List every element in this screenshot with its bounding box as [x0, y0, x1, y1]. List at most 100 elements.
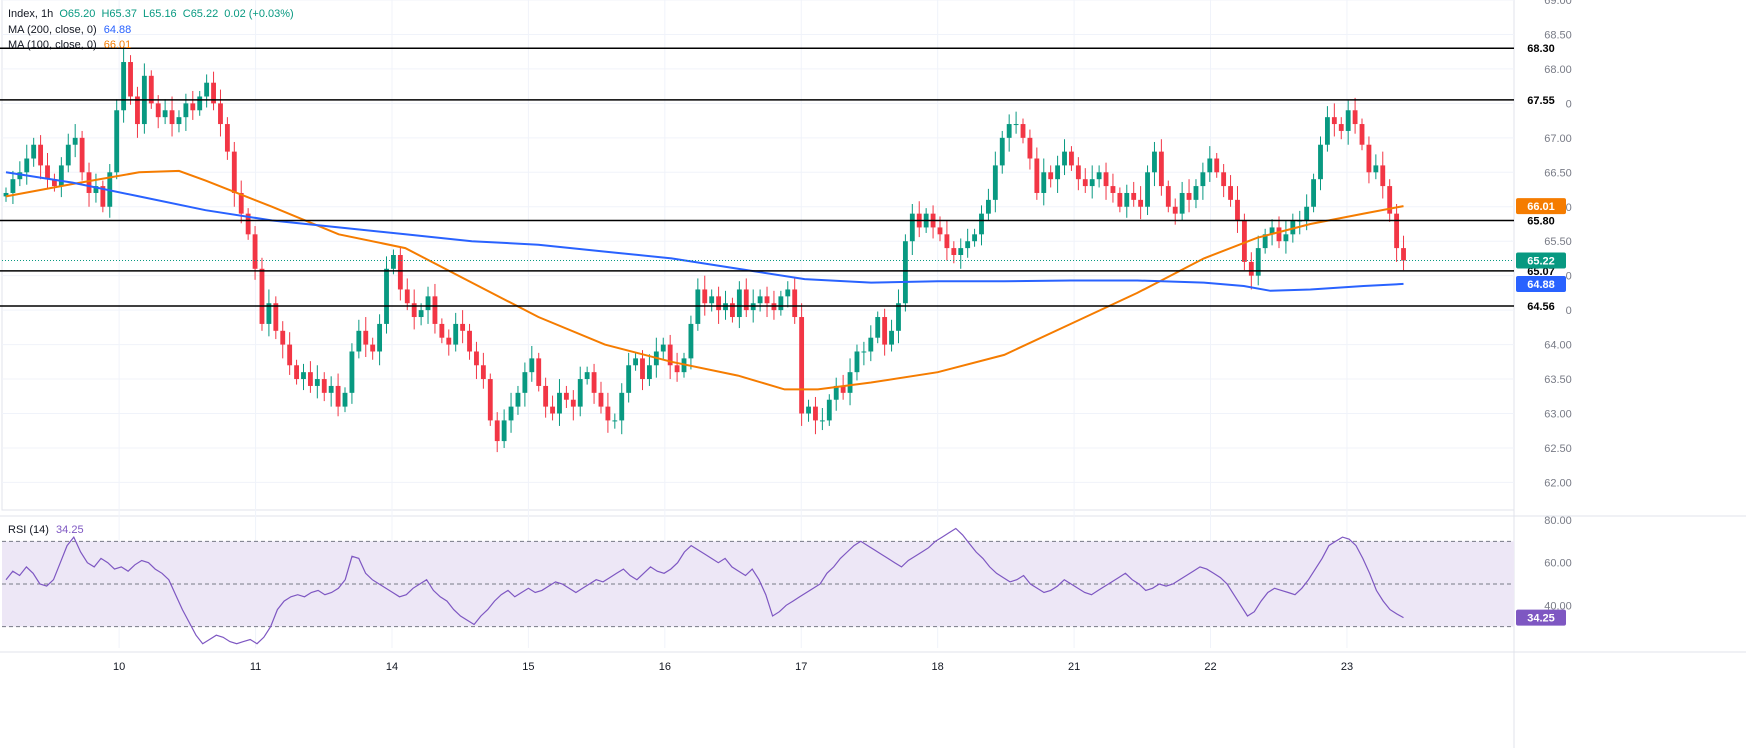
candle-body — [896, 303, 901, 331]
candle-body — [204, 82, 210, 97]
candle-body — [799, 317, 805, 414]
candle-body — [1041, 172, 1047, 193]
x-tick-label: 10 — [113, 661, 125, 673]
candle-body — [584, 372, 590, 380]
candle-body — [1324, 117, 1330, 145]
candle-body — [1089, 179, 1095, 187]
candle-body — [1138, 199, 1144, 207]
candle-body — [543, 385, 549, 407]
candle-body — [522, 372, 528, 393]
price-badge-label: 66.01 — [1527, 201, 1555, 213]
candle-body — [45, 165, 50, 180]
candle-body — [58, 165, 64, 187]
candle-body — [536, 358, 542, 386]
y-tick-label: 68.00 — [1544, 64, 1572, 76]
candle-body — [128, 62, 133, 97]
candle-body — [778, 296, 784, 311]
candle-body — [937, 227, 943, 235]
legend-rsi-value: 34.25 — [56, 524, 84, 536]
candle-body — [1235, 199, 1240, 221]
candle-body — [86, 172, 92, 193]
candle-body — [190, 103, 196, 111]
candle-body — [1366, 144, 1372, 173]
candle-body — [1172, 206, 1178, 214]
candle-body — [598, 392, 604, 407]
price-badge-label: 65.22 — [1527, 256, 1555, 268]
candle-body — [349, 351, 355, 393]
candle-body — [577, 379, 583, 407]
candle-body — [224, 124, 230, 152]
candle-body — [1207, 158, 1213, 173]
candle-body — [162, 110, 168, 118]
candle-body — [487, 379, 493, 421]
candle-body — [944, 234, 950, 249]
candle-body — [1228, 186, 1233, 200]
candle-body — [460, 323, 466, 331]
candle-body — [868, 337, 874, 352]
candle-body — [1283, 234, 1289, 242]
candle-body — [792, 289, 798, 318]
candle-body — [280, 330, 286, 345]
candle-body — [605, 406, 611, 421]
legend-low: L65.16 — [143, 8, 177, 20]
candle-body — [72, 137, 78, 145]
candle-body — [985, 199, 991, 214]
candle-body — [238, 192, 244, 214]
candle-body — [785, 289, 791, 297]
candle-body — [882, 317, 888, 345]
candle-body — [1048, 172, 1054, 180]
legend-ma100: MA (100, close, 0) 66.01 — [8, 39, 131, 51]
candle-body — [979, 213, 984, 235]
candle-body — [736, 289, 742, 318]
candle-body — [93, 186, 99, 193]
x-tick-label: 18 — [932, 661, 944, 673]
candle-body — [176, 117, 182, 125]
candle-body — [1193, 186, 1199, 200]
candle-body — [1269, 227, 1275, 235]
candle-body — [494, 420, 500, 442]
level-label: 65.80 — [1527, 216, 1555, 228]
candle-body — [1380, 165, 1386, 187]
candle-body — [3, 192, 9, 197]
legend-rsi-label: RSI (14) — [8, 524, 49, 536]
candle-body — [31, 144, 37, 159]
x-tick-label: 17 — [795, 661, 807, 673]
candle-body — [688, 323, 694, 359]
legend-main: Index, 1h O65.20 H65.37 L65.16 C65.22 0.… — [8, 8, 294, 20]
candle-body — [1276, 227, 1282, 242]
candle-body — [660, 344, 666, 352]
candle-body — [245, 213, 251, 235]
candle-body — [508, 406, 514, 421]
candle-body — [674, 365, 680, 373]
rsi-y-tick-label: 80.00 — [1544, 515, 1572, 527]
candle-body — [432, 296, 438, 324]
candle-body — [356, 330, 362, 352]
candle-body — [640, 358, 645, 380]
legend-ma200: MA (200, close, 0) 64.88 — [8, 24, 131, 36]
candle-body — [1186, 192, 1192, 200]
candle-body — [155, 103, 161, 118]
candle-body — [335, 385, 341, 407]
candle-body — [1124, 192, 1130, 207]
candle-body — [211, 82, 216, 104]
candle-body — [266, 303, 272, 324]
candle-body — [875, 317, 881, 338]
y-tick-label: 65.50 — [1544, 236, 1572, 248]
candle-body — [1055, 165, 1061, 180]
y-tick-label: 64.00 — [1544, 340, 1572, 352]
candle-body — [557, 392, 562, 414]
candle-body — [619, 392, 625, 421]
candle-body — [10, 179, 16, 193]
candle-body — [397, 255, 403, 290]
candle-body — [1117, 192, 1123, 207]
candle-body — [1304, 206, 1310, 221]
ma100-line — [5, 169, 1404, 391]
level-label-bg — [1516, 91, 1566, 108]
candle-body — [411, 303, 417, 318]
rsi-badge — [1516, 609, 1566, 626]
candle-body — [1221, 172, 1227, 187]
candle-body — [425, 296, 431, 311]
candle-body — [467, 330, 472, 352]
